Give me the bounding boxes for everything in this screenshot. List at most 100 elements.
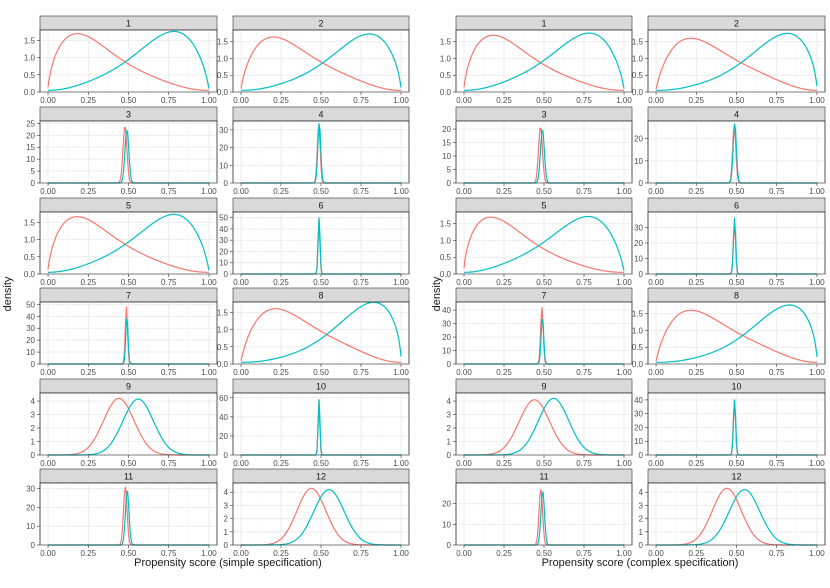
x-tick-label: 0.50 — [313, 278, 329, 287]
facet-panel-0-8: 8 0.0 0.5 1.0 1.5 0.00 0.25 0.50 0.75 1.00 — [217, 287, 409, 377]
y-tick-label: 1 — [224, 528, 229, 537]
x-tick-label: 0.75 — [769, 96, 785, 105]
y-tick-label: 40 — [442, 306, 451, 315]
y-tick-label: 20 — [634, 135, 643, 144]
x-tick-label: 0.75 — [576, 187, 592, 196]
y-tick-label: 20 — [634, 239, 643, 248]
x-tick-label: 0.00 — [40, 368, 56, 377]
facet-panel-0-6: 6 0 10 20 30 40 50 0.00 0.25 0.50 0.75 1.00 — [219, 197, 409, 287]
x-tick-label: 0.75 — [353, 459, 369, 468]
facet-panel-0-9: 9 0 1 2 3 4 0.00 0.25 0.50 0.75 1.00 — [31, 378, 218, 468]
y-tick-label: 0 — [31, 360, 36, 369]
y-tick-label: 60 — [219, 394, 228, 403]
y-tick-label: 1.0 — [440, 54, 452, 63]
x-tick-label: 1.00 — [616, 187, 632, 196]
density-line-group_2 — [48, 30, 210, 91]
x-tick-label: 1.00 — [616, 368, 632, 377]
x-tick-label: 0.00 — [648, 368, 664, 377]
x-tick-label: 0.75 — [769, 549, 785, 558]
x-tick-label: 0.50 — [536, 278, 552, 287]
y-tick-label: 10 — [442, 520, 451, 529]
y-tick-label: 0 — [447, 179, 452, 188]
facet-panel-1-7: 7 0 10 20 30 40 0.00 0.25 0.50 0.75 1.00 — [442, 287, 632, 377]
facet-panel-0-10: 10 0 20 40 60 0.00 0.25 0.50 0.75 1.00 — [219, 378, 409, 468]
x-tick-label: 0.75 — [769, 278, 785, 287]
density-line-group_2 — [241, 33, 402, 91]
x-tick-label: 0.25 — [273, 187, 289, 196]
y-tick-label: 1.5 — [217, 308, 229, 317]
facet-strip-label: 1 — [541, 19, 546, 29]
y-tick-label: 10 — [26, 348, 35, 357]
facet-panel-0-7: 7 0 10 20 30 40 50 0.00 0.25 0.50 0.75 1.00 — [26, 287, 218, 377]
y-tick-label: 1.5 — [440, 220, 452, 229]
y-tick-label: 5 — [31, 167, 36, 176]
y-tick-label: 3 — [31, 411, 36, 420]
y-tick-label: 0 — [639, 541, 644, 550]
facet-strip-label: 2 — [318, 19, 323, 29]
facet-strip-label: 8 — [318, 291, 323, 301]
x-tick-label: 0.75 — [769, 187, 785, 196]
y-tick-label: 1.0 — [632, 54, 644, 63]
x-tick-label: 0.00 — [40, 96, 56, 105]
x-tick-label: 0.25 — [80, 278, 96, 287]
x-tick-label: 0.00 — [233, 187, 249, 196]
x-tick-label: 0.00 — [233, 368, 249, 377]
x-tick-label: 0.25 — [273, 278, 289, 287]
x-tick-label: 0.00 — [648, 459, 664, 468]
x-tick-label: 0.25 — [496, 459, 512, 468]
y-tick-label: 2 — [31, 424, 36, 433]
x-tick-label: 0.50 — [121, 459, 137, 468]
density-line-group_2 — [656, 304, 818, 363]
y-tick-label: 10 — [634, 157, 643, 166]
x-tick-label: 0.00 — [456, 278, 472, 287]
facet-strip-label: 6 — [734, 201, 739, 211]
x-tick-label: 0.50 — [536, 549, 552, 558]
x-tick-label: 0.25 — [496, 549, 512, 558]
x-tick-label: 0.75 — [353, 549, 369, 558]
y-tick-label: 2 — [639, 515, 644, 524]
y-tick-label: 10 — [26, 155, 35, 164]
y-tick-label: 0 — [639, 179, 644, 188]
y-tick-label: 1.0 — [632, 326, 644, 335]
facet-strip-label: 10 — [316, 382, 326, 392]
facet-strip-label: 11 — [539, 472, 548, 482]
facet-panel-0-1: 1 0.0 0.5 1.0 1.5 0.00 0.25 0.50 0.75 1.00 — [24, 15, 218, 105]
x-tick-label: 0.50 — [536, 187, 552, 196]
y-tick-label: 30 — [26, 485, 35, 494]
x-tick-label: 0.25 — [273, 549, 289, 558]
y-tick-label: 0.0 — [217, 88, 229, 97]
density-line-group_1 — [47, 33, 209, 91]
y-tick-label: 3 — [447, 411, 452, 420]
y-tick-label: 3 — [639, 501, 644, 510]
y-tick-label: 0 — [31, 451, 36, 460]
x-tick-label: 0.50 — [121, 187, 137, 196]
y-tick-label: 20 — [442, 333, 451, 342]
x-tick-label: 0.00 — [648, 549, 664, 558]
y-tick-label: 0 — [447, 451, 452, 460]
x-tick-label: 0.75 — [161, 459, 177, 468]
x-tick-label: 0.50 — [313, 96, 329, 105]
x-tick-label: 1.00 — [201, 549, 217, 558]
x-tick-label: 0.50 — [536, 368, 552, 377]
x-tick-label: 0.00 — [40, 278, 56, 287]
y-tick-label: 40 — [219, 225, 228, 234]
x-tick-label: 1.00 — [393, 459, 409, 468]
x-tick-label: 0.25 — [688, 368, 704, 377]
y-tick-label: 20 — [442, 500, 451, 509]
x-tick-label: 0.00 — [40, 459, 56, 468]
y-tick-label: 0 — [224, 451, 229, 460]
x-tick-label: 0.00 — [456, 187, 472, 196]
facet-strip-label: 9 — [541, 382, 546, 392]
facet-panel-1-11: 11 0 10 20 0.00 0.25 0.50 0.75 1.00 — [442, 468, 632, 558]
y-tick-label: 1.0 — [217, 54, 229, 63]
x-tick-label: 0.25 — [80, 368, 96, 377]
x-tick-label: 0.50 — [536, 96, 552, 105]
x-tick-label: 1.00 — [201, 368, 217, 377]
facet-panel-1-3: 3 0 5 10 15 20 0.00 0.25 0.50 0.75 1.00 — [442, 106, 632, 196]
y-tick-label: 1.0 — [24, 236, 36, 245]
x-tick-label: 0.25 — [688, 459, 704, 468]
x-tick-label: 0.25 — [273, 368, 289, 377]
y-tick-label: 50 — [219, 214, 228, 223]
y-tick-label: 40 — [634, 396, 643, 405]
